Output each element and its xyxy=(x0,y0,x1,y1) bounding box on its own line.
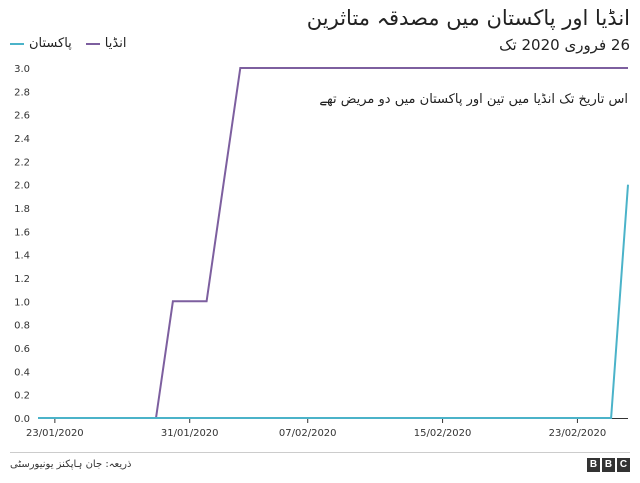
chart-subtitle: 26 فروری 2020 تک xyxy=(499,36,630,54)
legend-swatch-pakistan xyxy=(10,42,24,45)
logo-letter: C xyxy=(617,458,630,472)
y-tick-label: 1.0 xyxy=(14,297,30,308)
y-tick-label: 2.6 xyxy=(14,111,30,122)
chart-legend: پاکستان انڈیا xyxy=(10,36,126,51)
chart-annotation: اس تاریخ تک انڈیا میں تین اور پاکستان می… xyxy=(319,92,628,107)
source-note: ذریعہ: جان ہاپکنز یونیورسٹی xyxy=(10,459,132,470)
y-tick-label: 0.8 xyxy=(14,321,30,332)
x-tick-label: 23/01/2020 xyxy=(26,428,84,439)
legend-swatch-india xyxy=(85,42,100,45)
y-tick-label: 2.4 xyxy=(14,134,30,145)
y-tick-label: 1.6 xyxy=(14,227,30,238)
series-line-india xyxy=(38,67,628,419)
x-tick-label: 15/02/2020 xyxy=(414,428,472,439)
series-line-pakistan xyxy=(38,184,629,419)
y-tick-label: 0.6 xyxy=(14,344,30,355)
y-tick-label: 2.0 xyxy=(14,181,30,192)
bbc-logo: B B C xyxy=(587,458,630,472)
x-tick-label: 07/02/2020 xyxy=(279,428,337,439)
y-tick-label: 0.2 xyxy=(14,391,30,402)
x-tick-label: 31/01/2020 xyxy=(161,428,219,439)
legend-item-india: انڈیا xyxy=(85,36,127,51)
x-tick-label: 23/02/2020 xyxy=(549,428,607,439)
footer-divider xyxy=(10,452,630,453)
logo-letter: B xyxy=(587,458,600,472)
legend-item-pakistan: پاکستان xyxy=(10,36,72,51)
y-tick-label: 1.4 xyxy=(14,251,30,262)
y-tick-label: 1.2 xyxy=(14,274,30,285)
y-tick-label: 0.0 xyxy=(14,414,30,425)
y-tick-label: 3.0 xyxy=(14,64,30,75)
chart-title: انڈیا اور پاکستان میں مصدقہ متاثرین xyxy=(306,6,630,30)
y-tick-label: 0.4 xyxy=(14,367,30,378)
logo-letter: B xyxy=(602,458,615,472)
y-tick-label: 2.8 xyxy=(14,87,30,98)
legend-label-pakistan: پاکستان xyxy=(29,36,72,51)
legend-label-india: انڈیا xyxy=(104,36,127,51)
y-tick-label: 1.8 xyxy=(14,204,30,215)
y-tick-label: 2.2 xyxy=(14,157,30,168)
